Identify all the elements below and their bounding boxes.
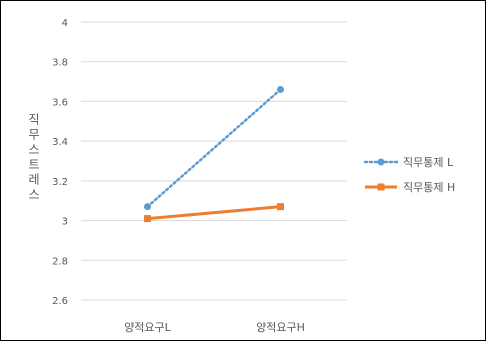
legend-label: 직무통제 L xyxy=(403,156,454,169)
y-tick-label: 3.4 xyxy=(52,137,68,148)
legend: 직무통제 L 직무통제 H xyxy=(363,156,455,194)
series-2 xyxy=(144,203,284,223)
gridlines xyxy=(81,21,347,301)
series-lines xyxy=(144,86,284,223)
legend-item: 직무통제 L xyxy=(363,156,454,169)
y-tick-label: 2.8 xyxy=(52,256,68,267)
data-point xyxy=(277,86,284,94)
data-point xyxy=(144,203,151,211)
legend-marker xyxy=(377,158,385,166)
series-line xyxy=(146,88,282,208)
x-category-label: 양적요구L xyxy=(124,321,171,334)
data-point xyxy=(277,203,284,211)
series-line xyxy=(147,205,281,221)
y-axis-ticks: 2.6 2.8 3 3.2 3.4 3.6 3.8 4 xyxy=(52,18,68,307)
y-tick-label: 3.2 xyxy=(52,177,68,188)
x-category-label: 양적요구H xyxy=(256,321,305,334)
y-tick-label: 4 xyxy=(62,18,68,29)
y-tick-label: 3.6 xyxy=(52,97,68,108)
x-axis-categories: 양적요구L 양적요구H xyxy=(124,321,305,334)
legend-marker xyxy=(377,183,385,191)
legend-label: 직무통제 H xyxy=(403,181,455,194)
data-point xyxy=(144,215,151,223)
y-tick-label: 3.8 xyxy=(52,58,68,69)
y-tick-label: 2.6 xyxy=(52,296,68,307)
series-1 xyxy=(144,86,284,211)
y-tick-label: 3 xyxy=(62,217,68,228)
legend-item: 직무통제 H xyxy=(365,181,455,194)
